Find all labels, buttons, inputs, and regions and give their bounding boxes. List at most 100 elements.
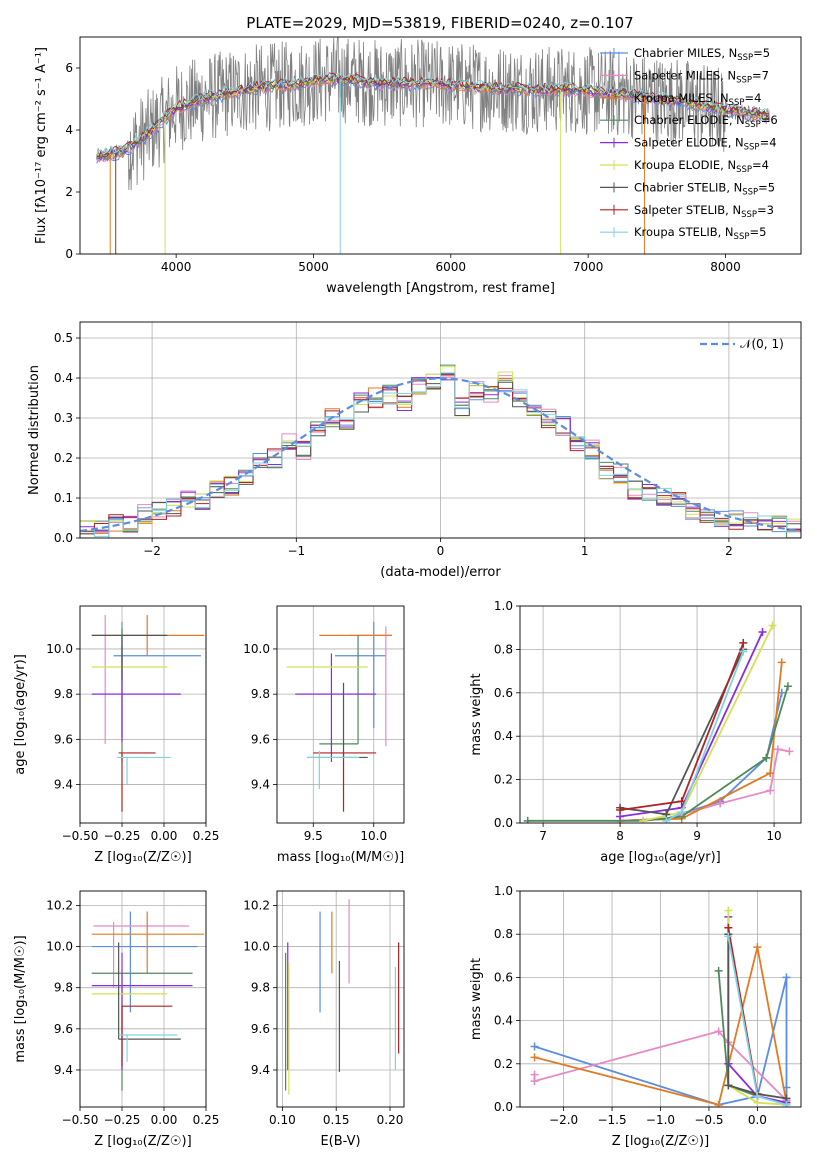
y-tick-label: 6 <box>65 61 73 75</box>
marker-kroupa-miles <box>753 943 762 952</box>
y-tick-label: 9.6 <box>54 732 73 746</box>
x-tick-label: 10 <box>766 829 781 843</box>
marker-chabrier-miles <box>782 973 791 982</box>
grid <box>520 890 801 1108</box>
y-tick-label: 0.6 <box>494 686 513 700</box>
y-tick-label: 0.0 <box>494 816 513 830</box>
x-tick-label: 5000 <box>298 260 329 274</box>
x-tick-label: 0.10 <box>269 1113 296 1127</box>
x-tick-label: −1 <box>287 544 305 558</box>
axes-frame <box>79 321 802 539</box>
y-tick-label: 9.6 <box>54 1022 73 1036</box>
marker-salpeter-miles <box>785 747 794 756</box>
y-tick-label: 1.0 <box>494 599 513 613</box>
y-axis-label: Normed distribution <box>27 365 42 495</box>
plot-area <box>286 621 392 812</box>
y-tick-label: 10.0 <box>46 642 73 656</box>
y-tick-label: 9.4 <box>251 1063 270 1077</box>
x-axis-label: mass [log₁₀(M/M☉)] <box>277 850 404 865</box>
legend-label-tail: =3 <box>757 203 774 217</box>
axes-frame <box>276 890 405 1108</box>
legend-label-tail: =4 <box>744 91 761 105</box>
plot-area <box>80 364 801 538</box>
y-tick-label: 0.0 <box>54 531 73 545</box>
marker-kroupa-miles <box>777 658 786 667</box>
legend-label: Kroupa ELODIE, NSSP=4 <box>634 158 769 175</box>
x-tick-label: −1.0 <box>646 1113 675 1127</box>
legend-label-text: Kroupa ELODIE, N <box>634 158 736 172</box>
chart-title: PLATE=2029, MJD=53819, FIBERID=0240, z=0… <box>246 14 633 32</box>
y-tick-label: 2 <box>65 185 73 199</box>
x-tick-label: 10.0 <box>360 829 387 843</box>
legend-label-sub: SSP <box>745 120 761 130</box>
marker-kroupa-elodie <box>768 621 777 630</box>
x-tick-label: 0 <box>437 544 445 558</box>
marker-salpeter-miles <box>714 1027 723 1036</box>
marker-salpeter-miles <box>716 799 725 808</box>
plot-area <box>530 906 791 1107</box>
y-tick-label: 9.4 <box>251 778 270 792</box>
marker-salpeter-miles <box>766 786 775 795</box>
legend-label-tail: =7 <box>752 68 769 82</box>
model-spectrum-kroupa-stelib <box>96 72 770 157</box>
legend-label: Salpeter ELODIE, NSSP=4 <box>634 136 777 153</box>
legend-label: Chabrier ELODIE, NSSP=6 <box>634 113 778 130</box>
axes-frame <box>519 890 802 1108</box>
x-tick-label: 0.0 <box>748 1113 767 1127</box>
grid <box>79 606 207 823</box>
y-tick-label: 0.5 <box>54 331 73 345</box>
series-chabrier-elodie <box>527 686 789 822</box>
y-tick-label: 0 <box>65 247 73 261</box>
x-axis-label: age [log₁₀(age/yr)] <box>600 850 721 865</box>
marker-salpeter-miles <box>773 745 782 754</box>
marker-kroupa-miles <box>530 1053 539 1062</box>
axes-frame <box>79 605 207 824</box>
legend-label-tail: =6 <box>761 113 778 127</box>
legend-label-sub: SSP <box>729 98 745 108</box>
y-tick-label: 4 <box>65 123 73 137</box>
x-tick-label: −0.25 <box>104 1113 141 1127</box>
marker-kroupa-stelib <box>782 1100 791 1107</box>
marker-salpeter-stelib <box>739 638 748 647</box>
age-vs-z-panel: −0.50 −0.25 0.00 0.25 9.4 9.6 9.8 10.0 Z [log₁₀(… <box>13 605 219 865</box>
y-tick-label: 0.4 <box>54 371 73 385</box>
y-tick-label: 10.2 <box>46 898 73 912</box>
residuals-panel: −2 −1 0 1 2 0.0 0.1 0.2 0.3 0.4 0.5 (data-model)/er… <box>27 321 802 580</box>
x-tick-label: 0.15 <box>323 1113 350 1127</box>
legend-label-text: Chabrier STELIB, N <box>634 180 742 194</box>
grid <box>79 891 207 1107</box>
legend-label-text: Chabrier ELODIE, N <box>634 113 745 127</box>
axes-frame <box>79 890 207 1108</box>
legend-label: Chabrier STELIB, NSSP=5 <box>634 180 775 197</box>
x-tick-label: 9.5 <box>304 829 323 843</box>
marker-salpeter-stelib <box>616 805 625 814</box>
marker-kroupa-stelib <box>753 1092 762 1101</box>
y-tick-label: 0.4 <box>494 1014 513 1028</box>
normal-curve <box>80 377 801 533</box>
y-tick-label: 0.8 <box>494 927 513 941</box>
x-tick-label: −2.0 <box>549 1113 578 1127</box>
series-chabrier-stelib <box>727 934 787 1100</box>
y-tick-label: 9.8 <box>251 981 270 995</box>
x-axis-label: wavelength [Angstrom, rest frame] <box>326 281 555 296</box>
marker-kroupa-miles <box>714 1100 723 1107</box>
y-tick-label: 0.2 <box>494 773 513 787</box>
legend-label: Kroupa STELIB, NSSP=5 <box>634 225 766 242</box>
y-tick-label: 10.0 <box>243 642 270 656</box>
x-tick-label: −0.25 <box>104 829 141 843</box>
marker-salpeter-stelib <box>724 923 733 932</box>
x-tick-label: 0.20 <box>377 1113 404 1127</box>
plot-area <box>523 621 794 823</box>
y-tick-label: 0.8 <box>494 642 513 656</box>
y-tick-label: 9.6 <box>251 732 270 746</box>
y-tick-label: 0.6 <box>494 970 513 984</box>
legend-label-tail: =5 <box>749 225 766 239</box>
marker-kroupa-miles <box>766 769 775 778</box>
marker-chabrier-elodie <box>714 966 723 975</box>
series-kroupa-elodie <box>643 625 774 822</box>
legend-label: Chabrier MILES, NSSP=5 <box>634 46 770 63</box>
x-tick-label: −2 <box>143 544 161 558</box>
x-tick-label: 7000 <box>573 260 604 274</box>
legend-label: 𝒩(0, 1) <box>740 337 784 351</box>
legend-label-sub: SSP <box>737 53 753 63</box>
